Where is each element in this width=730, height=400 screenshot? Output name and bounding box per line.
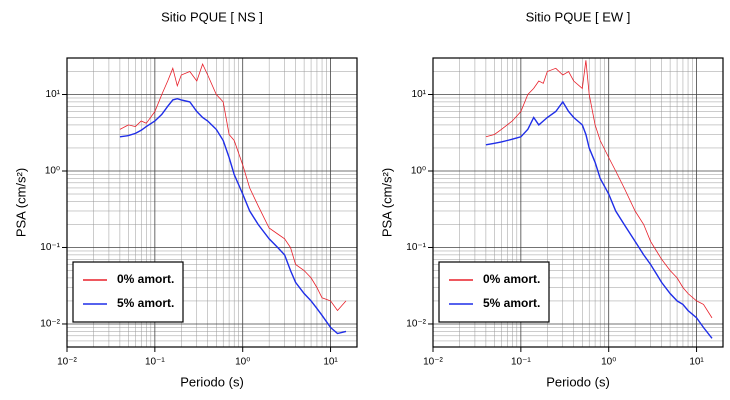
legend-label: 0% amort. (117, 272, 174, 286)
y-axis-label: PSA (cm/s²) (379, 168, 394, 237)
x-tick-label: 10¹ (689, 357, 704, 368)
x-tick-label: 10¹ (323, 357, 338, 368)
y-tick-label: 10⁻² (406, 319, 426, 330)
x-tick-label: 10⁻¹ (511, 357, 531, 368)
subplot: 10⁻² 10⁻¹ 10⁰ 10¹ 10⁻² 10⁻¹ 10⁰ 10¹ Sitio PQUE [… (379, 9, 724, 389)
data-line (485, 100, 713, 339)
chart-title: Sitio PQUE [ EW ] (526, 9, 631, 24)
y-tick-label: 10⁻¹ (40, 242, 60, 253)
y-tick-label: 10⁰ (45, 166, 60, 177)
y-tick-label: 10¹ (412, 89, 427, 100)
y-tick-label: 10¹ (46, 89, 61, 100)
x-tick-label: 10⁻¹ (145, 357, 165, 368)
y-tick-label: 10⁻² (40, 319, 60, 330)
chart-title: Sitio PQUE [ NS ] (161, 9, 263, 24)
legend-label: 5% amort. (483, 296, 540, 310)
legend-label: 0% amort. (483, 272, 540, 286)
legend-box (438, 261, 550, 323)
x-tick-label: 10⁻² (57, 357, 77, 368)
x-tick-label: 10⁰ (235, 357, 250, 368)
legend: 0% amort. 5% amort. (72, 261, 184, 323)
plot-frame (432, 57, 724, 348)
data-line (485, 60, 713, 319)
legend-label: 5% amort. (117, 296, 174, 310)
x-tick-label: 10⁻² (423, 357, 443, 368)
data-line (119, 63, 347, 312)
plot-frame (66, 57, 358, 348)
y-axis-label: PSA (cm/s²) (13, 168, 28, 237)
legend: 0% amort. 5% amort. (438, 261, 550, 323)
y-tick-label: 10⁰ (411, 166, 426, 177)
y-tick-label: 10⁻¹ (406, 242, 426, 253)
x-axis-label: Periodo (s) (180, 374, 244, 389)
data-line (119, 97, 347, 335)
x-axis-label: Periodo (s) (546, 374, 610, 389)
x-tick-label: 10⁰ (601, 357, 616, 368)
subplot: 10⁻² 10⁻¹ 10⁰ 10¹ 10⁻² 10⁻¹ 10⁰ 10¹ Sitio PQUE [… (13, 9, 358, 389)
legend-box (72, 261, 184, 323)
